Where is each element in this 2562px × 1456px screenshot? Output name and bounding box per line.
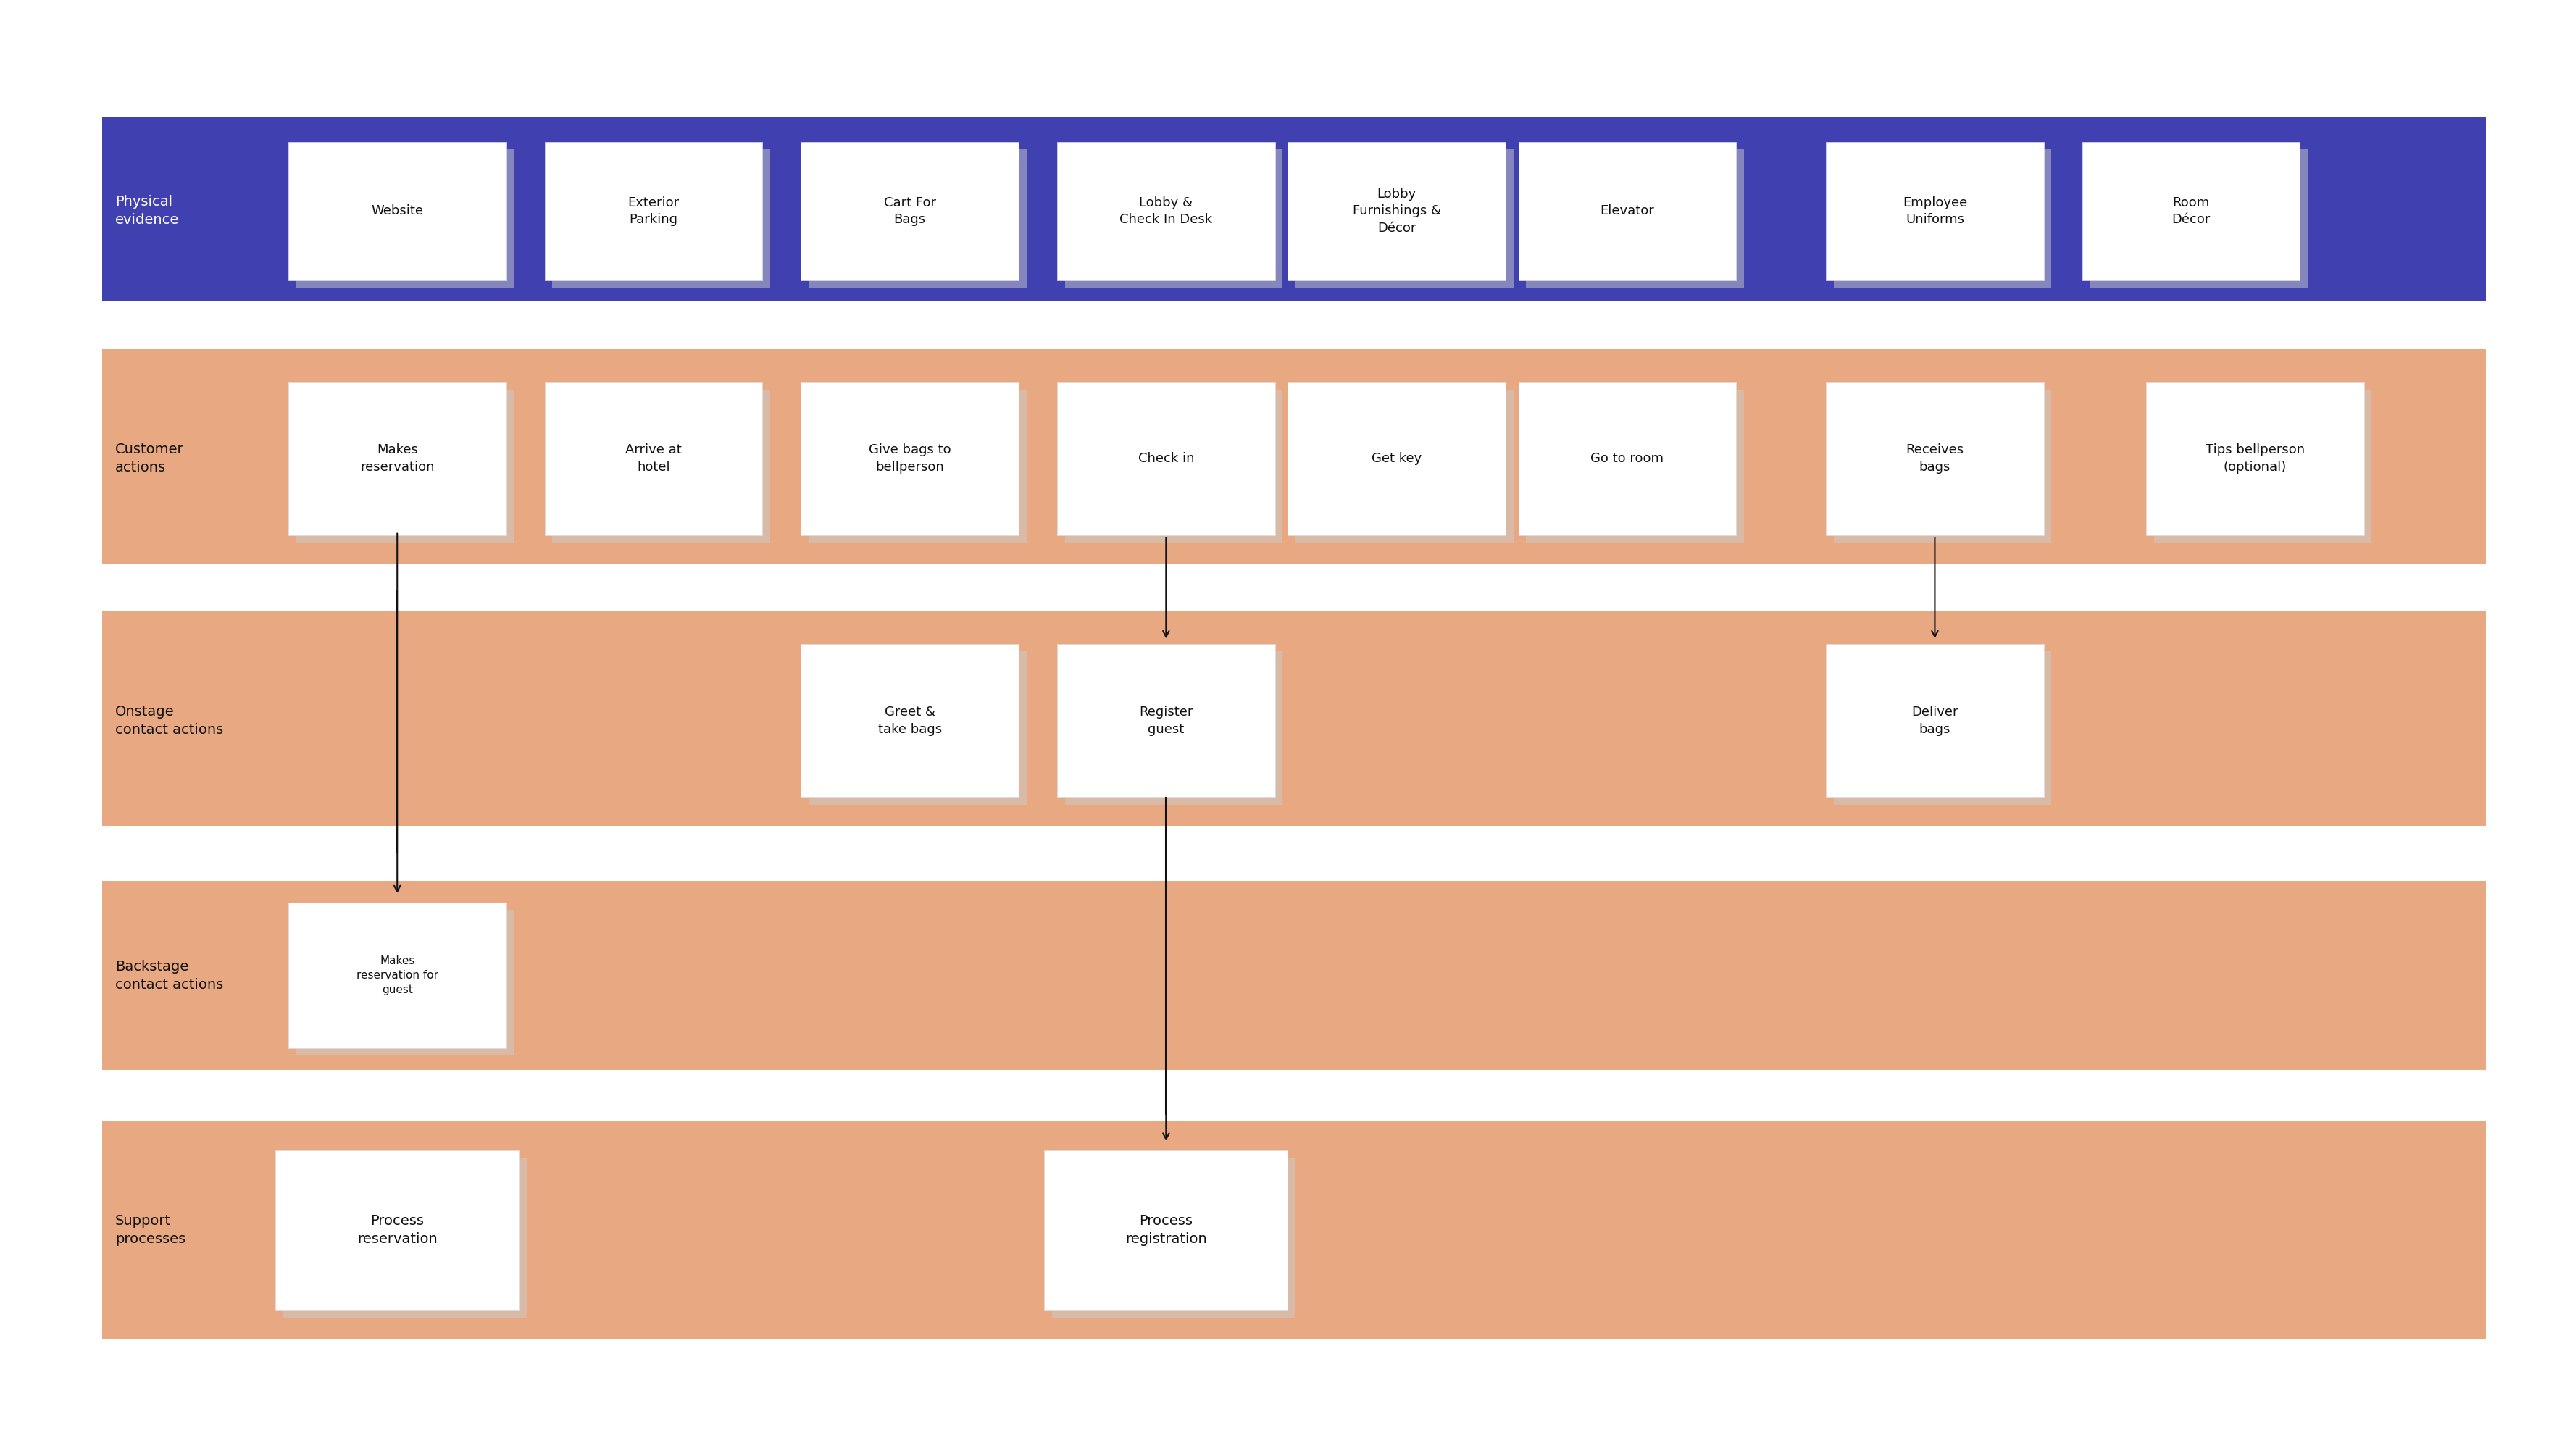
FancyBboxPatch shape <box>1834 150 2050 288</box>
FancyBboxPatch shape <box>1527 150 1742 288</box>
FancyBboxPatch shape <box>1517 143 1737 280</box>
FancyBboxPatch shape <box>1824 143 2044 280</box>
FancyBboxPatch shape <box>277 1150 518 1310</box>
FancyBboxPatch shape <box>543 143 761 280</box>
Text: Physical
evidence: Physical evidence <box>115 195 179 227</box>
Text: Website: Website <box>371 205 423 217</box>
FancyBboxPatch shape <box>799 644 1020 798</box>
FancyBboxPatch shape <box>2147 381 2362 534</box>
FancyBboxPatch shape <box>1289 143 1506 280</box>
FancyBboxPatch shape <box>1296 150 1512 288</box>
FancyBboxPatch shape <box>287 903 505 1048</box>
FancyBboxPatch shape <box>799 143 1020 280</box>
FancyBboxPatch shape <box>295 150 512 288</box>
Text: Greet &
take bags: Greet & take bags <box>879 706 940 735</box>
FancyBboxPatch shape <box>1834 389 2050 542</box>
Text: Makes
reservation for
guest: Makes reservation for guest <box>356 955 438 996</box>
Text: Check in: Check in <box>1138 453 1194 464</box>
FancyBboxPatch shape <box>287 381 505 534</box>
Text: Lobby
Furnishings &
Décor: Lobby Furnishings & Décor <box>1353 188 1440 234</box>
FancyBboxPatch shape <box>810 389 1025 542</box>
FancyBboxPatch shape <box>1053 1158 1296 1318</box>
Text: Give bags to
bellperson: Give bags to bellperson <box>869 444 951 473</box>
Text: Tips bellperson
(optional): Tips bellperson (optional) <box>2206 444 2303 473</box>
Text: Receives
bags: Receives bags <box>1906 444 1962 473</box>
FancyBboxPatch shape <box>543 381 761 534</box>
Text: Get key: Get key <box>1371 453 1422 464</box>
FancyBboxPatch shape <box>1517 381 1737 534</box>
FancyBboxPatch shape <box>295 389 512 542</box>
Text: Cart For
Bags: Cart For Bags <box>884 197 935 226</box>
Text: Process
registration: Process registration <box>1125 1214 1207 1246</box>
FancyBboxPatch shape <box>2152 389 2372 542</box>
FancyBboxPatch shape <box>102 116 2485 306</box>
Text: Exterior
Parking: Exterior Parking <box>628 197 679 226</box>
Text: Arrive at
hotel: Arrive at hotel <box>625 444 681 473</box>
FancyBboxPatch shape <box>810 150 1025 288</box>
Text: Deliver
bags: Deliver bags <box>1911 706 1957 735</box>
FancyBboxPatch shape <box>102 301 2485 328</box>
Text: Lobby &
Check In Desk: Lobby & Check In Desk <box>1120 197 1212 226</box>
Text: Room
Décor: Room Décor <box>2170 197 2211 226</box>
Text: Employee
Uniforms: Employee Uniforms <box>1901 197 1968 226</box>
Text: Support
processes: Support processes <box>115 1214 184 1246</box>
FancyBboxPatch shape <box>1056 644 1276 798</box>
Text: Backstage
contact actions: Backstage contact actions <box>115 960 223 992</box>
FancyBboxPatch shape <box>1824 381 2044 534</box>
FancyBboxPatch shape <box>799 381 1020 534</box>
FancyBboxPatch shape <box>2080 143 2301 280</box>
FancyBboxPatch shape <box>2088 150 2306 288</box>
Text: Register
guest: Register guest <box>1138 706 1194 735</box>
FancyBboxPatch shape <box>102 826 2485 852</box>
FancyBboxPatch shape <box>295 910 512 1056</box>
Text: Process
reservation: Process reservation <box>356 1214 438 1246</box>
FancyBboxPatch shape <box>1056 381 1276 534</box>
FancyBboxPatch shape <box>1066 150 1284 288</box>
FancyBboxPatch shape <box>102 1088 2485 1114</box>
FancyBboxPatch shape <box>1066 652 1284 804</box>
FancyBboxPatch shape <box>287 143 505 280</box>
Text: Customer
actions: Customer actions <box>115 443 184 475</box>
FancyBboxPatch shape <box>1834 652 2050 804</box>
Text: Onstage
contact actions: Onstage contact actions <box>115 705 223 737</box>
FancyBboxPatch shape <box>1045 1150 1289 1310</box>
FancyBboxPatch shape <box>553 150 769 288</box>
Text: Go to room: Go to room <box>1591 453 1663 464</box>
FancyBboxPatch shape <box>1289 381 1506 534</box>
FancyBboxPatch shape <box>1296 389 1512 542</box>
FancyBboxPatch shape <box>102 881 2485 1070</box>
FancyBboxPatch shape <box>1527 389 1742 542</box>
FancyBboxPatch shape <box>553 389 769 542</box>
FancyBboxPatch shape <box>1066 389 1284 542</box>
FancyBboxPatch shape <box>102 612 2485 830</box>
FancyBboxPatch shape <box>102 563 2485 590</box>
FancyBboxPatch shape <box>1824 644 2044 798</box>
FancyBboxPatch shape <box>810 652 1025 804</box>
Text: Makes
reservation: Makes reservation <box>361 444 433 473</box>
FancyBboxPatch shape <box>102 1121 2485 1340</box>
FancyBboxPatch shape <box>1056 143 1276 280</box>
FancyBboxPatch shape <box>102 349 2485 568</box>
FancyBboxPatch shape <box>282 1158 528 1318</box>
Text: Elevator: Elevator <box>1599 205 1655 217</box>
